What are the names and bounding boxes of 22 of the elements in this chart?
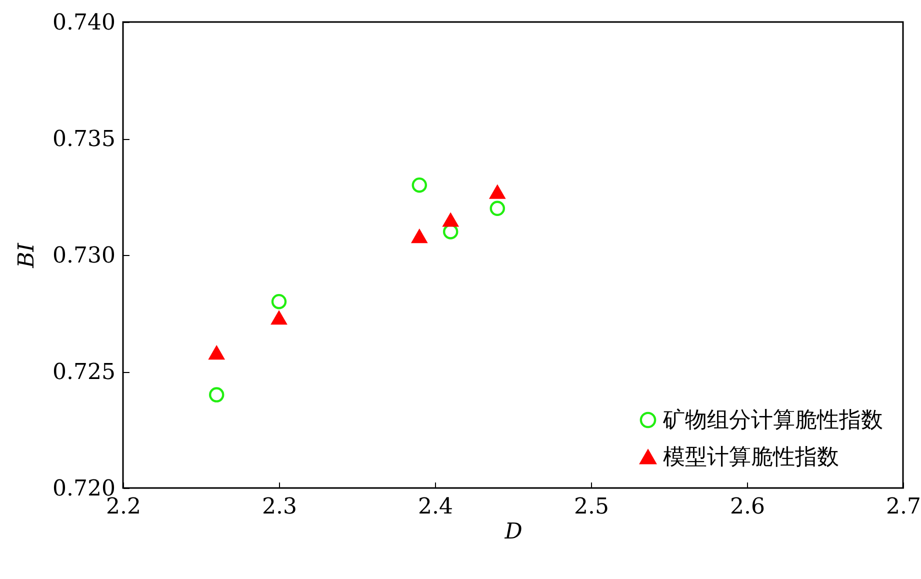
y-tick-label: 0.725 [52,360,116,385]
x-tick-label: 2.7 [886,494,921,520]
point [208,346,224,360]
y-tick-label: 0.735 [52,127,116,152]
point [208,387,224,402]
point [412,177,428,193]
legend-label: 矿物组分计算脆性指数 [662,408,883,433]
x-tick-label: 2.4 [418,494,453,520]
legend-label: 模型计算脆性指数 [663,445,839,470]
point [490,200,506,216]
point [271,294,287,310]
point [412,230,428,244]
point [490,185,506,199]
y-tick-label: 0.730 [52,244,116,268]
point [271,311,287,325]
x-axis-title: D [504,520,523,544]
x-tick-label: 2.6 [730,494,765,520]
point [442,213,458,227]
x-tick-label: 2.5 [574,494,609,520]
y-tick-label: 0.740 [52,10,116,36]
y-axis-title: BI [14,242,40,269]
x-tick-label: 2.3 [262,494,297,520]
